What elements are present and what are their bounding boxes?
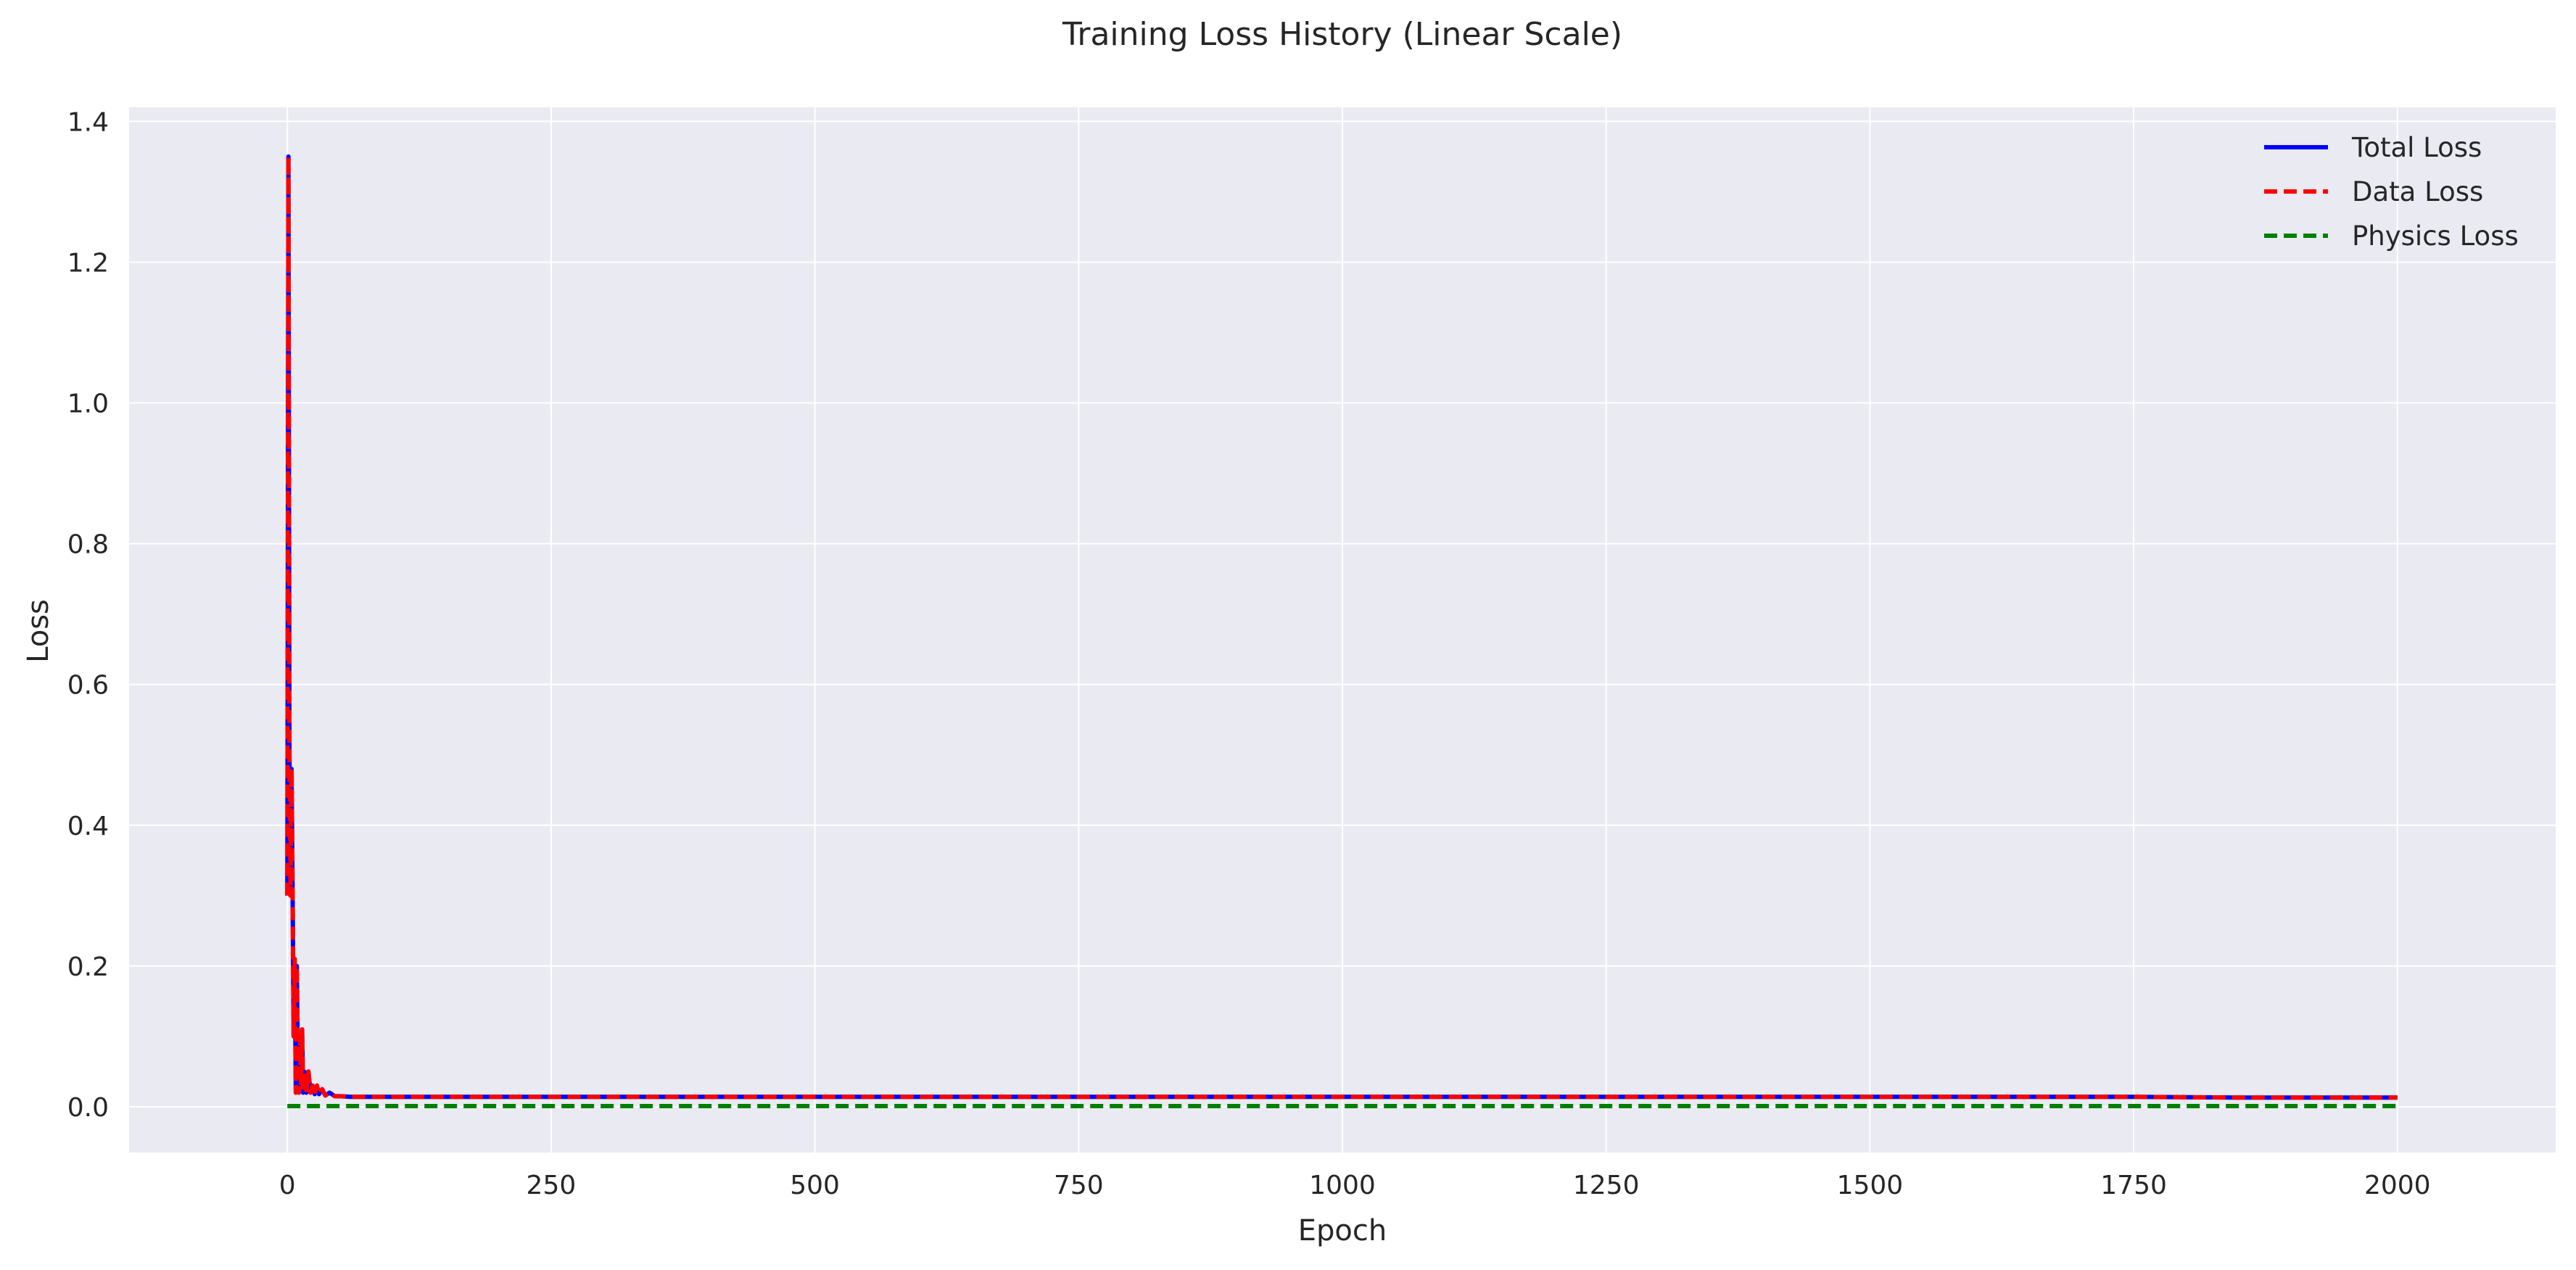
y-tick-label: 0.2 — [67, 952, 109, 982]
x-tick-labels: 0 250 500 750 1000 1250 1500 1750 2000 — [279, 1171, 2431, 1200]
x-tick-label: 1250 — [1573, 1171, 1640, 1200]
y-tick-labels: 0.0 0.2 0.4 0.6 0.8 1.0 1.2 1.4 — [67, 107, 109, 1123]
x-tick-label: 1500 — [1837, 1171, 1904, 1200]
legend: Total Loss Data Loss Physics Loss — [2264, 132, 2519, 252]
chart-title: Training Loss History (Linear Scale) — [1062, 16, 1622, 53]
legend-label-physics-loss: Physics Loss — [2352, 220, 2519, 252]
series-lines — [285, 154, 2398, 1108]
y-tick-label: 0.0 — [67, 1093, 109, 1123]
y-tick-label: 0.6 — [67, 671, 109, 701]
y-tick-label: 1.2 — [67, 248, 109, 278]
y-tick-label: 0.8 — [67, 530, 109, 560]
x-axis-label: Epoch — [1298, 1214, 1387, 1248]
x-tick-label: 500 — [790, 1171, 840, 1200]
y-tick-label: 0.4 — [67, 812, 109, 841]
y-tick-label: 1.0 — [67, 389, 109, 419]
y-tick-label: 1.4 — [67, 107, 109, 137]
y-axis-label: Loss — [22, 599, 55, 663]
legend-label-total-loss: Total Loss — [2351, 132, 2482, 163]
x-tick-label: 1000 — [1309, 1171, 1376, 1200]
series-line-data-loss — [285, 154, 2398, 1100]
x-tick-label: 2000 — [2364, 1171, 2431, 1200]
x-tick-label: 750 — [1054, 1171, 1104, 1200]
x-tick-label: 250 — [527, 1171, 577, 1200]
legend-label-data-loss: Data Loss — [2352, 176, 2483, 207]
x-tick-label: 0 — [279, 1171, 296, 1200]
x-tick-label: 1750 — [2100, 1171, 2167, 1200]
